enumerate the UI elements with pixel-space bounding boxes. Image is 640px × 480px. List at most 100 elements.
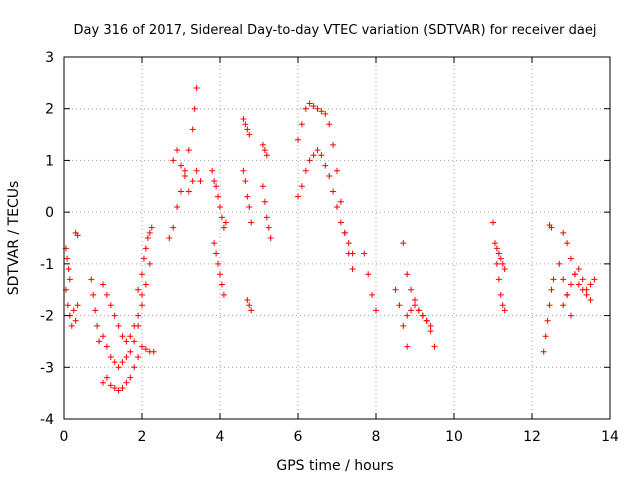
data-point (94, 322, 101, 329)
data-point (135, 312, 142, 319)
data-point (217, 203, 223, 210)
x-axis-label: GPS time / hours (276, 458, 393, 474)
data-point (119, 333, 126, 340)
data-point (174, 203, 181, 210)
data-point (242, 178, 249, 185)
x-tick-label: 14 (601, 429, 619, 445)
data-point (265, 224, 272, 231)
data-point (100, 379, 106, 386)
data-point (115, 364, 122, 371)
data-point (295, 136, 301, 143)
x-tick-label: 6 (294, 429, 303, 445)
data-point (240, 167, 247, 174)
data-point (404, 271, 411, 278)
series-arc-g (100, 281, 145, 345)
x-tick-label: 10 (445, 429, 463, 445)
data-point (560, 229, 567, 236)
data-point (142, 346, 149, 353)
data-point (107, 353, 114, 360)
data-point (556, 260, 563, 267)
series-arc-ab (560, 229, 594, 304)
data-point (74, 302, 81, 309)
data-point (540, 348, 547, 355)
data-point (314, 105, 321, 112)
data-point (263, 152, 270, 159)
series-arc-j (170, 147, 204, 195)
data-point (213, 183, 220, 190)
data-point (548, 286, 555, 293)
data-point (564, 240, 571, 247)
data-point (119, 384, 126, 391)
data-point (148, 224, 155, 231)
data-point (310, 152, 317, 159)
data-point (100, 333, 106, 340)
data-point (412, 297, 418, 304)
data-point (261, 147, 268, 154)
data-point (306, 157, 313, 164)
data-point (322, 110, 329, 117)
y-tick-label: -2 (40, 309, 54, 325)
data-point (64, 255, 71, 262)
data-point (318, 152, 325, 159)
data-point (139, 271, 145, 278)
data-point (310, 103, 317, 110)
data-point (111, 384, 118, 391)
chart-title: Day 316 of 2017, Sidereal Day-to-day VTE… (74, 23, 597, 38)
y-tick-label: 2 (45, 102, 54, 118)
data-point (111, 359, 118, 366)
data-point (415, 307, 422, 314)
series-arc-k (209, 167, 229, 231)
data-point (244, 193, 251, 200)
data-point (495, 276, 502, 283)
data-point (185, 147, 192, 154)
series-arc-u (392, 286, 411, 350)
series-arc-r (295, 100, 356, 273)
data-point (111, 312, 118, 319)
data-point (419, 312, 426, 319)
data-point (220, 291, 227, 298)
data-point (178, 188, 184, 195)
data-point (123, 353, 130, 360)
data-point (337, 198, 344, 205)
data-point (90, 291, 97, 298)
data-point (550, 276, 557, 283)
data-point (240, 116, 247, 123)
series-arc-t (361, 250, 379, 314)
data-point (139, 291, 145, 298)
data-point (115, 322, 122, 329)
data-point (139, 343, 145, 350)
data-point (92, 307, 99, 314)
data-point (66, 276, 73, 283)
data-point (218, 214, 225, 221)
x-tick-label: 2 (138, 429, 147, 445)
series-arc-o (244, 297, 255, 314)
data-point (330, 188, 337, 195)
data-point (427, 322, 434, 329)
data-point (123, 379, 130, 386)
series-arc-v (400, 240, 438, 350)
data-point (215, 193, 222, 200)
data-point (123, 338, 130, 345)
data-point (246, 203, 253, 210)
y-tick-label: 3 (45, 50, 54, 66)
series-arc-z (540, 276, 557, 355)
data-point (295, 193, 301, 200)
data-point (96, 338, 103, 345)
data-point (70, 307, 77, 314)
data-point (560, 276, 567, 283)
data-point (408, 307, 415, 314)
data-point (575, 281, 582, 288)
data-point (174, 147, 181, 154)
data-point (259, 183, 266, 190)
data-point (193, 85, 200, 92)
data-point (400, 240, 407, 247)
data-point (493, 245, 500, 252)
data-point (193, 167, 200, 174)
data-point (166, 235, 173, 241)
series-arc-c (72, 229, 81, 239)
data-point (491, 240, 498, 247)
series-arc-d (88, 276, 103, 345)
data-point (261, 198, 268, 205)
data-point (248, 219, 255, 226)
y-tick-label: -4 (40, 412, 54, 428)
